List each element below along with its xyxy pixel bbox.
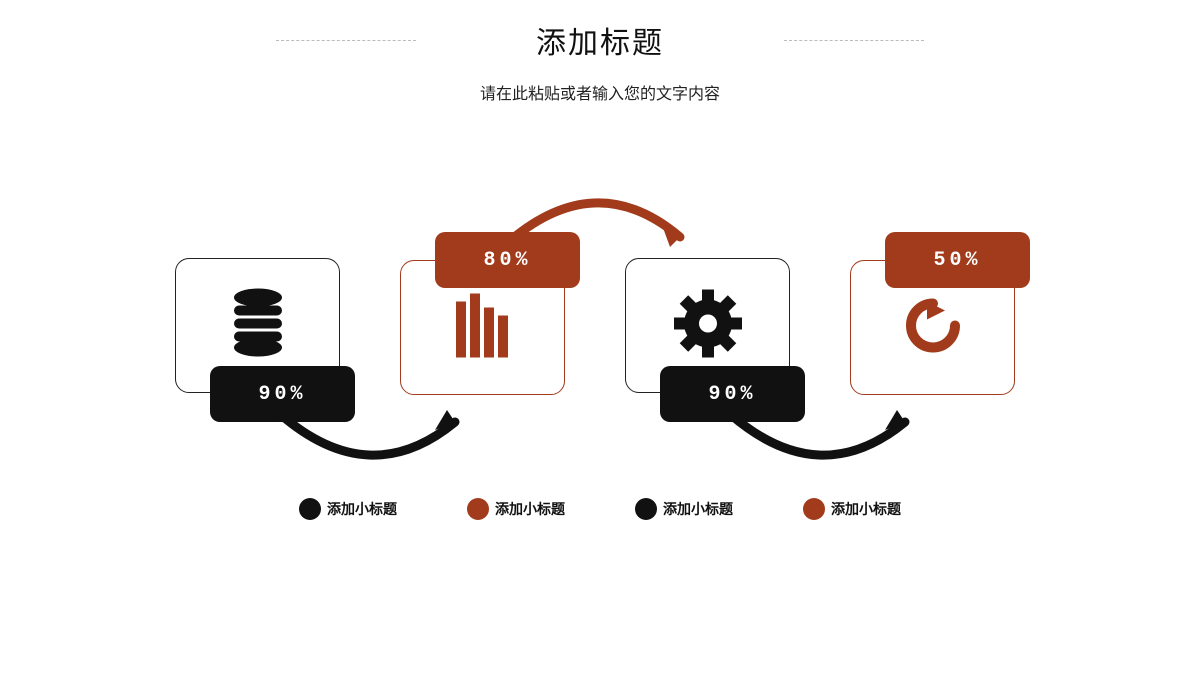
bars-icon-wrap <box>454 293 512 362</box>
arc-down <box>715 400 925 475</box>
reload-icon-wrap <box>905 297 961 358</box>
gear-icon-wrap <box>672 287 744 364</box>
legend-item-2: 添加小标题 <box>635 498 733 520</box>
legend-dot-1 <box>467 498 489 520</box>
legend-dot-2 <box>635 498 657 520</box>
legend: 添加小标题 添加小标题 添加小标题 添加小标题 <box>0 498 1200 520</box>
legend-label-3: 添加小标题 <box>831 499 901 519</box>
bars-icon <box>454 293 512 357</box>
arc-0 <box>490 185 700 260</box>
arc-1 <box>265 400 475 480</box>
diagram-stage: 90% 80% 90% 50% <box>0 0 1200 680</box>
database-icon <box>227 287 289 359</box>
reload-icon <box>905 297 961 353</box>
legend-item-0: 添加小标题 <box>299 498 397 520</box>
badge-3: 50% <box>885 232 1030 288</box>
database-icon-wrap <box>227 287 289 364</box>
gear-icon <box>672 287 744 359</box>
legend-label-1: 添加小标题 <box>495 499 565 519</box>
legend-dot-3 <box>803 498 825 520</box>
arc-2 <box>715 400 925 480</box>
arc-up <box>490 185 700 255</box>
legend-label-0: 添加小标题 <box>327 499 397 519</box>
legend-item-3: 添加小标题 <box>803 498 901 520</box>
legend-item-1: 添加小标题 <box>467 498 565 520</box>
legend-dot-0 <box>299 498 321 520</box>
arc-down <box>265 400 475 475</box>
legend-label-2: 添加小标题 <box>663 499 733 519</box>
